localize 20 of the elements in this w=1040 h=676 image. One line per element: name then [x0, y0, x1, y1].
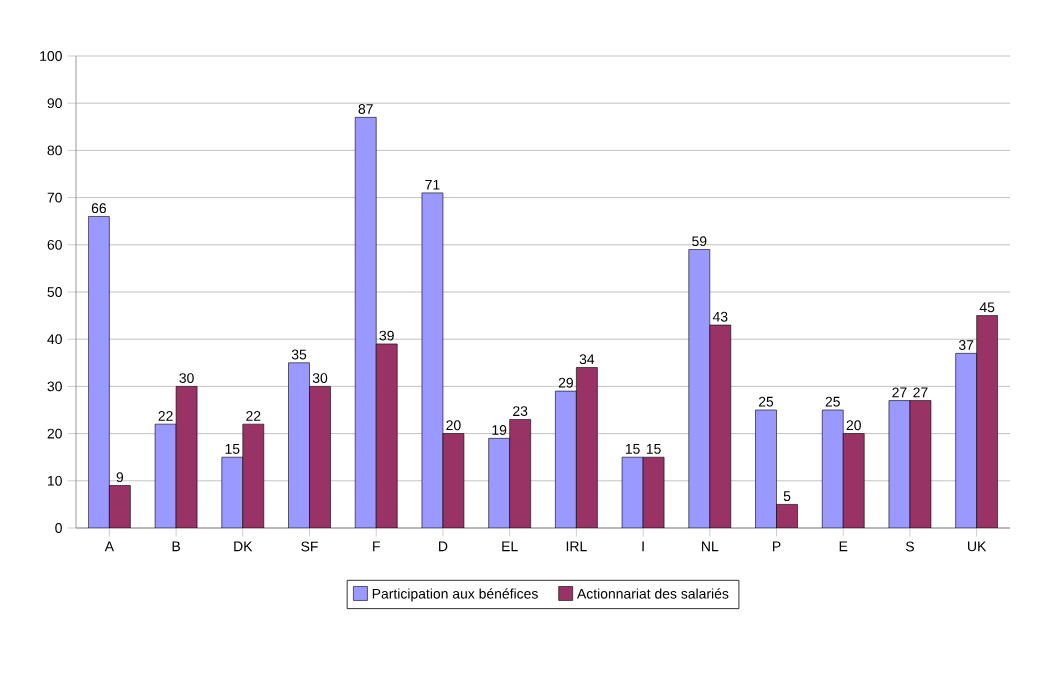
bar	[688, 249, 711, 528]
bar	[309, 386, 331, 528]
bar	[576, 367, 598, 528]
bar	[976, 315, 998, 528]
bar	[821, 409, 844, 528]
bar	[509, 419, 531, 528]
bar	[709, 324, 732, 528]
bar	[842, 433, 865, 528]
bar	[88, 216, 110, 528]
bar	[109, 485, 131, 528]
bar	[221, 456, 244, 528]
bar	[555, 390, 577, 528]
bar	[421, 192, 444, 528]
bar	[288, 362, 310, 528]
bar	[375, 343, 398, 528]
bar	[955, 353, 977, 528]
bar	[354, 117, 377, 528]
bar	[242, 423, 265, 528]
bar	[755, 409, 777, 528]
bar	[488, 438, 510, 528]
